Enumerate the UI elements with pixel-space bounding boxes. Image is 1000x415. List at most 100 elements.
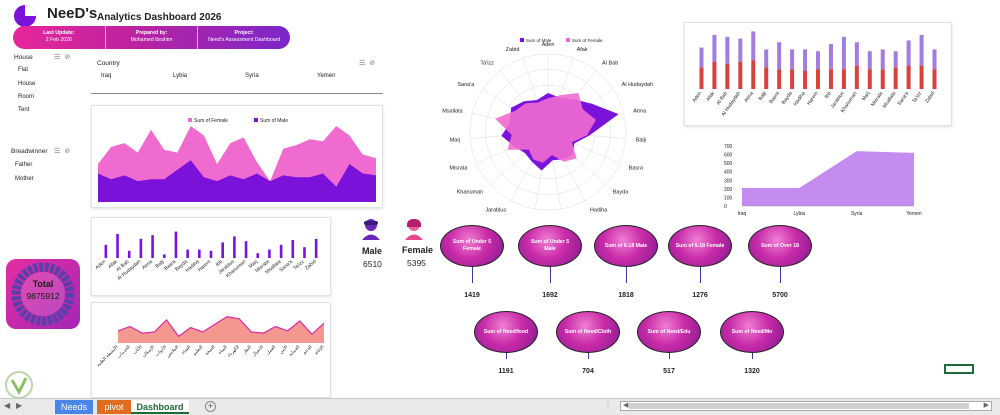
bar bbox=[244, 241, 248, 258]
bar-segment bbox=[738, 38, 743, 62]
legend-label: Sum of Male bbox=[526, 38, 552, 43]
horizontal-scrollbar[interactable]: ◀ ▶ bbox=[620, 401, 992, 411]
bar-segment bbox=[764, 49, 769, 68]
tick-label: 200 bbox=[724, 187, 733, 193]
tick-label: 700 bbox=[724, 144, 733, 150]
bar-segment bbox=[738, 62, 743, 89]
slicer-house-item[interactable]: Room bbox=[18, 94, 35, 100]
bar-segment bbox=[712, 62, 717, 89]
clear-filter-icon[interactable]: ⊘ bbox=[64, 148, 75, 155]
slicer-country-item[interactable]: Iraq bbox=[101, 73, 112, 79]
bar-segment bbox=[854, 65, 859, 89]
tick-label: Msallata bbox=[882, 91, 898, 110]
slicer-house-item[interactable]: Tent bbox=[18, 107, 30, 113]
radar-category: Sana'a bbox=[457, 82, 475, 88]
multi-select-icon[interactable]: ☰ bbox=[54, 148, 65, 155]
slicer-breadwinner-controls[interactable]: ☰⊘ bbox=[54, 147, 74, 155]
bar bbox=[221, 242, 224, 258]
female-label: Female bbox=[402, 245, 434, 255]
chart-country-area[interactable]: 0 100 200 300 400 500 600 700 Iraq Lybia Syria Yeme… bbox=[722, 142, 922, 218]
bar-segment bbox=[751, 31, 756, 61]
chart-city-columns[interactable]: Aden Afak Al Bab Al Hudaydah Atma Balji Basra B… bbox=[91, 217, 331, 296]
tick-label: Syria bbox=[851, 211, 863, 217]
kpi-bubble-value: 5700 bbox=[772, 292, 788, 299]
tick-label: Atma bbox=[141, 259, 154, 271]
radar-category: Al Hudaydah bbox=[622, 82, 654, 88]
legend-swatch bbox=[188, 118, 192, 122]
watermark-logo-icon bbox=[5, 371, 33, 399]
tick-label: 300 bbox=[724, 178, 733, 184]
slicer-house-controls[interactable]: ☰⊘ bbox=[54, 53, 74, 61]
series-area bbox=[118, 316, 324, 343]
bar-segment bbox=[932, 69, 937, 89]
scroll-left-icon[interactable]: ◀ bbox=[623, 402, 629, 409]
bubble-connector bbox=[472, 267, 473, 283]
kpi-bubble-value: 1320 bbox=[744, 368, 760, 375]
slicer-country-item[interactable]: Syria bbox=[245, 73, 259, 79]
info-project: Project: Need's Assessment Dashboard bbox=[208, 30, 281, 43]
tick-label: Sana'a bbox=[897, 91, 911, 107]
clear-filter-icon[interactable]: ⊘ bbox=[64, 54, 75, 61]
radar-category: Bayda bbox=[613, 190, 630, 196]
bar-segment bbox=[828, 44, 833, 70]
chart-city-radar[interactable]: Sum of Male Sum of Female Aden Afak Al Bab Al… bbox=[440, 36, 660, 216]
bar-segment bbox=[790, 49, 795, 70]
slicer-country-controls[interactable]: ☰⊘ bbox=[359, 59, 379, 67]
add-sheet-icon[interactable]: + bbox=[205, 401, 216, 412]
kpi-bubble-value: 1276 bbox=[692, 292, 708, 299]
multi-select-icon[interactable]: ☰ bbox=[359, 60, 370, 67]
tick-label: Ibb bbox=[215, 259, 224, 268]
female-value: 5395 bbox=[407, 258, 426, 268]
tick-label: Balji bbox=[154, 259, 165, 270]
tick-label: Hadiha bbox=[793, 91, 807, 108]
tick-label: التعليم bbox=[192, 344, 205, 357]
prev-sheet-icon[interactable]: ◀ bbox=[4, 401, 11, 410]
tab-needs[interactable]: Needs bbox=[55, 400, 93, 414]
bar-segment bbox=[867, 69, 872, 89]
tick-label: Atma bbox=[743, 91, 755, 104]
kpi-bubble: Sum of Under 5 Female bbox=[440, 225, 504, 267]
bar-segment bbox=[790, 69, 795, 89]
clear-filter-icon[interactable]: ⊘ bbox=[369, 60, 380, 67]
multi-select-icon[interactable]: ☰ bbox=[54, 54, 65, 61]
selected-cell[interactable] bbox=[944, 364, 974, 374]
bar bbox=[209, 250, 213, 258]
tab-splitter-icon[interactable]: ⋮ bbox=[604, 401, 612, 410]
radar-category: Hadiha bbox=[590, 207, 608, 213]
slicer-breadwinner-item[interactable]: Father bbox=[15, 162, 33, 168]
slicer-divider bbox=[91, 93, 383, 94]
slicer-breadwinner-item[interactable]: Mother bbox=[15, 176, 34, 182]
series-line bbox=[117, 315, 325, 338]
chart-arabic-area[interactable]: الأنشطة الطبية الخدمات الأثاث الإسكان الأدوا… bbox=[91, 302, 331, 398]
bar-segment bbox=[725, 63, 730, 89]
tick-label: الصحة bbox=[204, 344, 216, 356]
bar-segment bbox=[867, 51, 872, 70]
radar-category: Khanuman bbox=[457, 190, 484, 196]
info-last-update: Last Update: 2 Feb 2026 bbox=[13, 26, 106, 49]
brand-name: NeeD's bbox=[47, 5, 98, 22]
tick-label: الغذاء bbox=[180, 344, 191, 355]
kpi-bubble-value: 1818 bbox=[618, 292, 634, 299]
tick-label: 600 bbox=[724, 153, 733, 159]
bubble-connector bbox=[780, 267, 781, 283]
tick-label: Harem bbox=[806, 91, 820, 107]
slicer-country-item[interactable]: Yemen bbox=[317, 73, 336, 79]
bar bbox=[279, 244, 283, 258]
chart-female-male-area[interactable]: Sum of Female Sum of Male bbox=[91, 105, 383, 208]
bar-segment bbox=[893, 67, 898, 89]
scroll-thumb[interactable] bbox=[629, 403, 969, 409]
radar-category: Aden bbox=[542, 42, 555, 48]
tick-label: الحماية bbox=[288, 344, 301, 357]
bar-segment bbox=[828, 69, 833, 89]
tick-label: الخدمات bbox=[116, 344, 131, 359]
slicer-house-item[interactable]: House bbox=[18, 81, 36, 87]
slicer-house-item[interactable]: Flat bbox=[18, 67, 29, 73]
slicer-country-item[interactable]: Lybia bbox=[173, 73, 188, 79]
next-sheet-icon[interactable]: ▶ bbox=[16, 401, 23, 410]
tick-label: 100 bbox=[724, 195, 733, 201]
chart-city-stacked[interactable]: Aden Afak Al Bab Al Hudaydah Atma Balji Basra B… bbox=[684, 22, 952, 126]
tab-dashboard[interactable]: Dashboard bbox=[131, 400, 189, 414]
scroll-right-icon[interactable]: ▶ bbox=[983, 402, 989, 409]
tab-pivot[interactable]: pivot bbox=[97, 400, 131, 414]
bubble-connector bbox=[669, 353, 670, 359]
